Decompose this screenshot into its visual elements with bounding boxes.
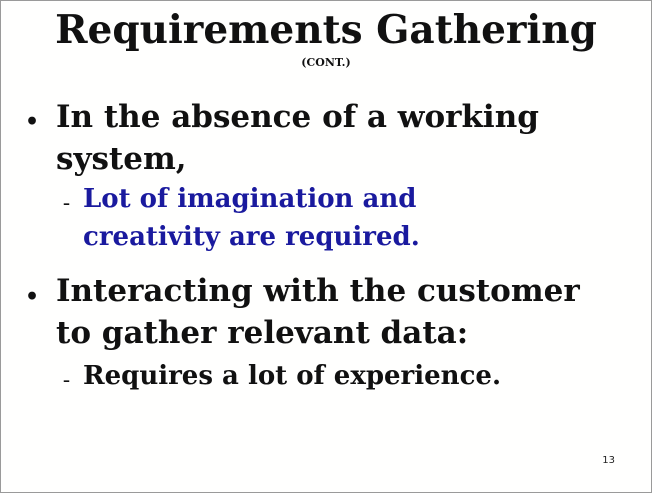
bullet-1-line-2: system, <box>56 141 187 177</box>
bullet-2-line-2: to gather relevant data: <box>56 315 469 351</box>
sub-bullet-marker: – <box>63 373 70 389</box>
sub-bullet-1-line-1: Lot of imagination and <box>83 184 417 214</box>
page-number: 13 <box>602 455 615 466</box>
sub-bullet-2-line-1: Requires a lot of experience. <box>83 361 502 391</box>
sub-bullet-marker: – <box>63 196 70 212</box>
bullet-marker: • <box>25 284 40 310</box>
sub-bullet-1-line-2: creativity are required. <box>83 222 420 252</box>
slide-subtitle: (CONT.) <box>301 56 351 69</box>
bullet-marker: • <box>25 109 40 135</box>
bullet-2-line-1: Interacting with the customer <box>56 273 580 309</box>
slide-title: Requirements Gathering <box>55 7 597 53</box>
bullet-1-line-1: In the absence of a working <box>56 99 539 135</box>
